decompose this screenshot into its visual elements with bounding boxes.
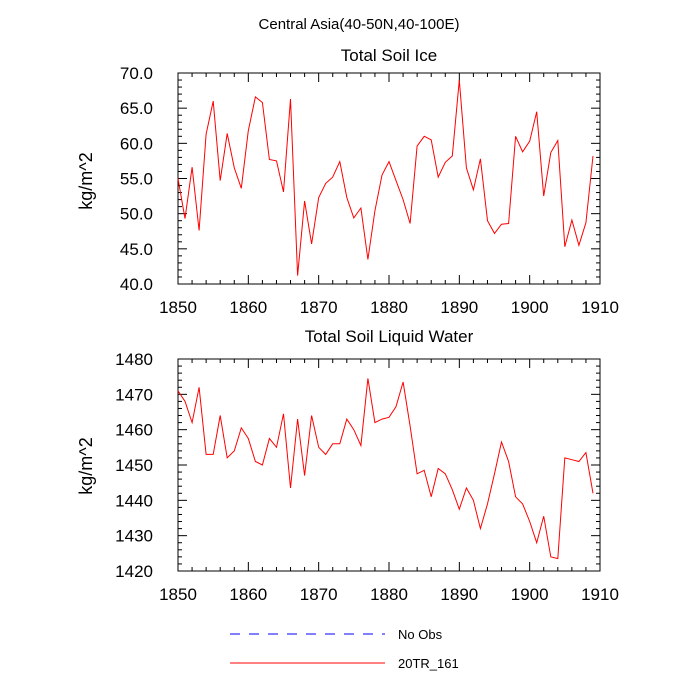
y-tick-label: 40.0 [120,275,153,294]
y-tick-label: 1430 [115,527,153,546]
plot-frame [177,72,601,285]
x-tick-label: 1900 [511,298,549,317]
y-tick-label: 1450 [115,456,153,475]
y-tick-label: 1420 [115,562,153,581]
x-tick-label: 1910 [581,585,619,604]
y-tick-label: 55.0 [120,170,153,189]
plot-frame [177,358,601,572]
x-tick-label: 1880 [370,585,408,604]
x-tick-label: 1850 [159,585,197,604]
legend-label-no-obs: No Obs [398,627,443,642]
x-tick-label: 1870 [300,585,338,604]
x-tick-label: 1910 [581,298,619,317]
x-tick-label: 1860 [229,585,267,604]
y-tick-label: 50.0 [120,205,153,224]
y-tick-label: 1470 [115,385,153,404]
panel2-title: Total Soil Liquid Water [305,327,474,346]
x-tick-label: 1890 [440,298,478,317]
figure-title: Central Asia(40-50N,40-100E) [259,16,460,33]
x-tick-label: 1850 [159,298,197,317]
y-tick-label: 65.0 [120,99,153,118]
legend-label-20tr-161: 20TR_161 [398,656,459,671]
panel1-ylabel: kg/m^2 [76,152,96,209]
x-tick-label: 1860 [229,298,267,317]
y-tick-label: 1440 [115,491,153,510]
y-tick-label: 1460 [115,421,153,440]
legend: No Obs 20TR_161 [230,627,459,671]
x-tick-label: 1880 [370,298,408,317]
y-tick-label: 60.0 [120,134,153,153]
y-tick-label: 70.0 [120,64,153,83]
x-tick-label: 1890 [440,585,478,604]
x-tick-label: 1870 [300,298,338,317]
panel2-ylabel: kg/m^2 [76,437,96,494]
series-line [177,378,594,560]
series-line [177,79,594,276]
panel1-plot-area: 1850 1860 1870 1880 1890 1900 1910 40.0 45.0 50.0… [120,64,619,317]
panel1-title: Total Soil Ice [341,46,437,65]
y-tick-label: 1480 [115,350,153,369]
panel2-plot-area: 1850 1860 1870 1880 1890 1900 1910 1420 1430 1440… [115,350,619,604]
y-tick-label: 45.0 [120,240,153,259]
x-tick-label: 1900 [511,585,549,604]
